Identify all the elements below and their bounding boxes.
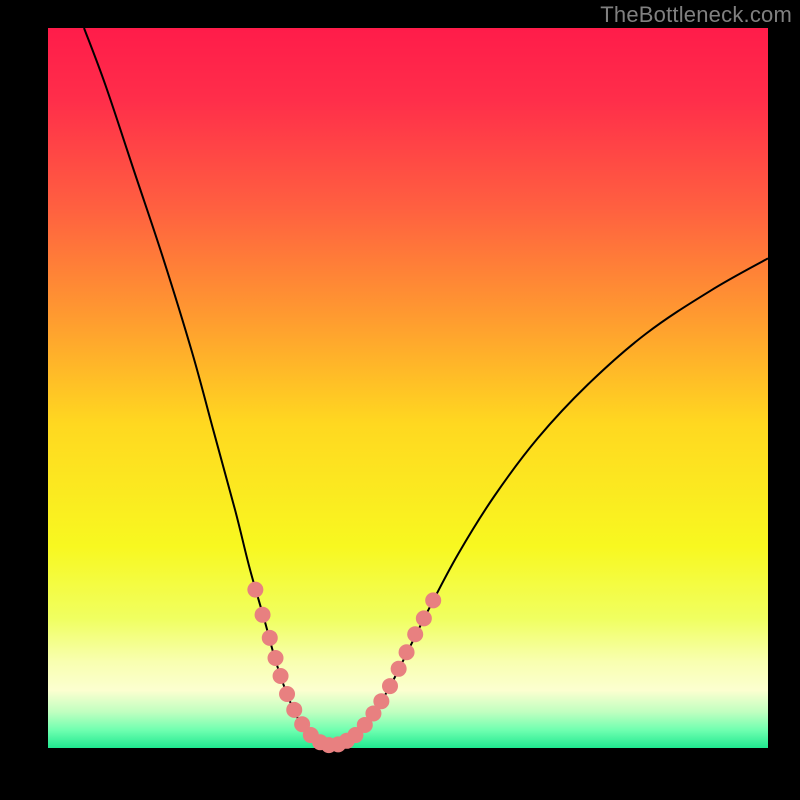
curve-marker xyxy=(373,693,389,709)
curve-marker xyxy=(407,626,423,642)
curve-marker xyxy=(247,582,263,598)
marker-group xyxy=(247,582,441,754)
curve-marker xyxy=(255,607,271,623)
bottleneck-curve xyxy=(84,28,768,746)
curve-marker xyxy=(382,678,398,694)
curve-marker xyxy=(286,702,302,718)
curve-marker xyxy=(268,650,284,666)
curve-marker xyxy=(425,592,441,608)
curve-marker xyxy=(262,630,278,646)
curve-marker xyxy=(416,610,432,626)
curve-marker xyxy=(279,686,295,702)
watermark-text: TheBottleneck.com xyxy=(600,2,792,28)
curve-marker xyxy=(399,644,415,660)
chart-curve-layer xyxy=(48,28,768,748)
curve-marker xyxy=(273,668,289,684)
bottleneck-chart xyxy=(48,28,768,748)
curve-marker xyxy=(391,661,407,677)
